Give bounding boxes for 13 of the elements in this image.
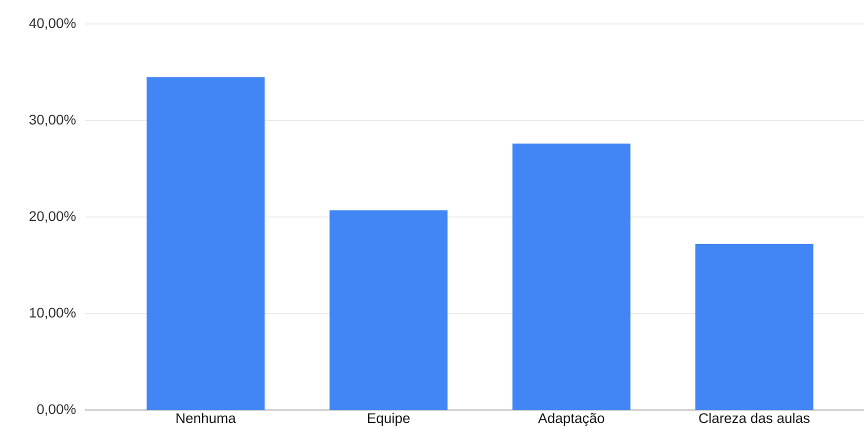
bar: [330, 210, 448, 410]
y-tick-label: 20,00%: [30, 211, 76, 223]
y-tick-label: 0,00%: [37, 404, 76, 416]
x-tick-label: Adaptação: [538, 412, 604, 426]
bar: [146, 77, 265, 410]
bar: [695, 244, 814, 410]
y-tick-label: 40,00%: [29, 18, 76, 30]
y-tick-label: 10,00%: [30, 308, 76, 320]
y-tick-label: 30,00%: [29, 114, 76, 126]
bar: [512, 144, 630, 410]
x-tick-label: Equipe: [368, 412, 410, 426]
x-tick-label: Clareza das aulas: [699, 412, 810, 424]
x-tick-label: Nenhuma: [176, 412, 236, 424]
